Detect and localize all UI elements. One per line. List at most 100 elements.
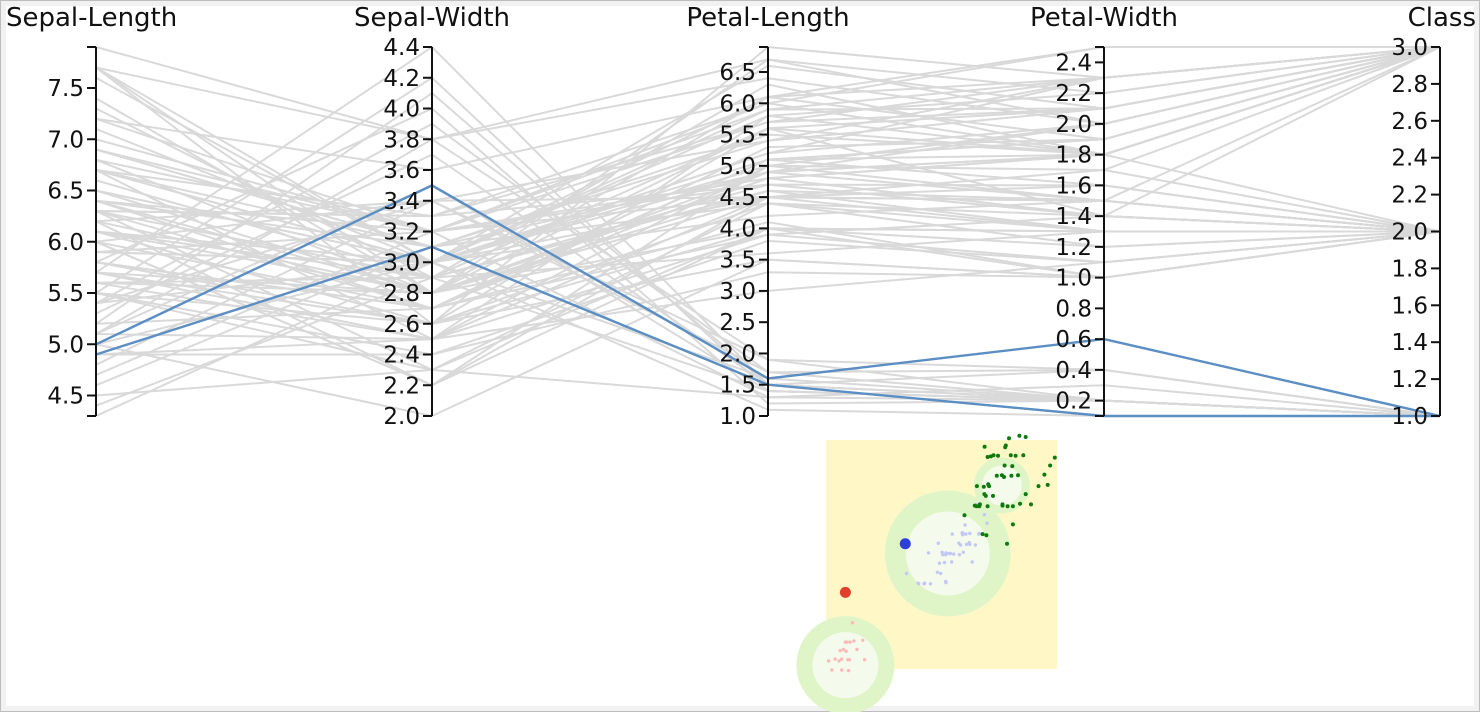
- scatter-point: [1002, 463, 1007, 468]
- tick-label: 5.5: [47, 281, 84, 307]
- scatter-point: [826, 659, 831, 663]
- scatter-point: [996, 453, 1000, 458]
- tick-label: 1.0: [1055, 266, 1092, 292]
- tick-label: 7.5: [47, 76, 84, 102]
- tick-label: 2.2: [1391, 183, 1428, 209]
- scatter-point: [985, 521, 989, 525]
- tick-label: 0.6: [1055, 327, 1092, 353]
- tick-label: 2.8: [1391, 72, 1428, 98]
- axis-title: Sepal-Width: [354, 3, 510, 33]
- scatter-point: [1010, 522, 1015, 527]
- scatter-point: [987, 484, 992, 489]
- tick-label: 1.2: [1391, 367, 1428, 393]
- scatter-point: [850, 621, 855, 625]
- scatter-point: [962, 513, 967, 518]
- tick-label: 2.6: [1391, 109, 1428, 135]
- tick-label: 2.4: [1391, 146, 1428, 172]
- tick-label: 1.6: [1055, 173, 1092, 199]
- tick-label: 0.2: [1055, 389, 1092, 415]
- tick-label: 3.5: [719, 248, 756, 274]
- tick-label: 2.4: [1055, 50, 1092, 76]
- scatter-point: [963, 523, 967, 527]
- tick-label: 3.4: [383, 189, 420, 215]
- tick-label: 2.0: [1055, 112, 1092, 138]
- scatter-point: [1010, 504, 1015, 509]
- scatter-point: [837, 659, 841, 663]
- tick-label: 1.4: [1391, 330, 1428, 356]
- scatter-point: [974, 504, 979, 509]
- scatter-point: [1010, 464, 1015, 469]
- scatter-point: [1016, 473, 1020, 478]
- tick-label: 4.5: [47, 384, 84, 410]
- tick-label: 1.8: [1055, 143, 1092, 169]
- tick-label: 4.4: [383, 35, 420, 61]
- tick-label: 2.8: [383, 281, 420, 307]
- scatter-point: [830, 668, 834, 672]
- axis-title: Sepal-Length: [6, 3, 177, 33]
- scatter-point: [855, 647, 859, 652]
- scatter-point: [977, 532, 981, 536]
- scatter-point: [960, 531, 964, 535]
- tick-label: 3.6: [383, 158, 420, 184]
- tick-label: 2.4: [383, 343, 420, 369]
- scatter-point: [957, 541, 961, 545]
- scatter-point: [847, 658, 852, 662]
- scatter-point: [942, 560, 947, 565]
- tick-label: 1.8: [1391, 256, 1428, 282]
- scatter-point: [848, 640, 852, 644]
- cluster-marker: [839, 586, 851, 598]
- tick-label: 5.0: [719, 154, 756, 180]
- scatter-point: [950, 532, 954, 536]
- scatter-point: [845, 640, 849, 644]
- scatter-point: [1008, 453, 1013, 458]
- tick-label: 2.2: [1055, 81, 1092, 107]
- scatter-point: [937, 561, 942, 565]
- scatter-point: [980, 532, 985, 537]
- scatter-point: [974, 484, 979, 489]
- scatter-point: [940, 550, 944, 554]
- tick-label: 1.0: [719, 404, 756, 430]
- tick-label: 4.5: [719, 185, 756, 211]
- scatter-point: [964, 532, 968, 536]
- scatter-point: [862, 658, 867, 662]
- tick-label: 6.0: [47, 230, 84, 256]
- tick-label: 2.2: [383, 373, 420, 399]
- scatter-point: [844, 649, 848, 653]
- scatter-point: [973, 543, 978, 547]
- scatter-point: [1042, 472, 1047, 477]
- axis-title: Petal-Length: [686, 3, 849, 33]
- scatter-point: [1023, 435, 1028, 439]
- scatter-point: [922, 581, 927, 585]
- scatter-point: [1005, 504, 1010, 509]
- scatter-point: [977, 502, 982, 507]
- tick-label: 4.0: [383, 97, 420, 123]
- scatter-point: [1023, 492, 1028, 497]
- scatter-point: [944, 551, 948, 555]
- scatter-point: [840, 668, 844, 672]
- tick-label: 3.0: [719, 279, 756, 305]
- scatter-point: [988, 454, 993, 459]
- scatter-point: [985, 455, 990, 459]
- scatter-point: [984, 533, 989, 538]
- tick-label: 1.5: [719, 373, 756, 399]
- axis-sepal-length: 4.5 5.0 5.5 6.0 6.5 7.0 7.5 Sepal-Length: [6, 3, 177, 417]
- axis-petal-width: 0.2 0.4 0.6 0.8 1.0 1.2 1.4 1.6 1.8 2.0 2.2 2.4 Peta…: [1030, 3, 1178, 417]
- axis-title: Class: [1408, 3, 1476, 33]
- tick-label: 4.0: [719, 216, 756, 242]
- scatter-point: [852, 639, 856, 643]
- scatter-point: [1000, 502, 1005, 507]
- axis-petal-length: 1.0 1.5 2.0 2.5 3.0 3.5 4.0 4.5 5.0 5.5 6.0 6.5 Peta…: [686, 3, 849, 430]
- tick-label: 3.0: [383, 250, 420, 276]
- scatter-point: [1003, 443, 1008, 448]
- scatter-point: [961, 550, 965, 554]
- tick-label: 1.6: [1391, 293, 1428, 319]
- axis-title: Petal-Width: [1030, 3, 1178, 33]
- scatter-point: [841, 647, 846, 652]
- scatter-point: [994, 473, 999, 478]
- scatter-point: [861, 638, 865, 642]
- tick-label: 3.2: [383, 220, 420, 246]
- scatter-point: [1009, 473, 1014, 478]
- tick-label: 0.8: [1055, 296, 1092, 322]
- scatter-point: [981, 484, 986, 489]
- scatter-point: [985, 504, 990, 509]
